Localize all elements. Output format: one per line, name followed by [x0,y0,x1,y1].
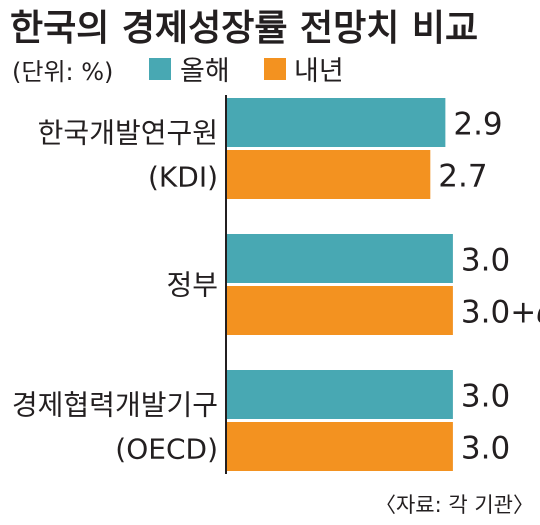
category-sublabel-0: (KDI) [148,161,218,194]
category-label-2: 경제협력개발기구 [12,389,218,422]
legend-swatch-this-year [149,58,171,80]
bar-this-year-1 [227,234,453,283]
source-note: 〈자료: 각 기관〉 [375,493,534,517]
category-label-0: 한국개발연구원 [38,117,218,150]
value-label-this-year-2: 3.0 [461,379,510,415]
legend-swatch-next-year [264,58,286,80]
value-label-this-year-0: 2.9 [453,107,502,143]
chart-title: 한국의 경제성장률 전망치 비교 [10,8,478,49]
bars-layer: 2.9 2.7 한국개발연구원 (KDI) 3.0 3.0+α 정부 3.0 3.0 경제협력개발… [12,98,540,471]
legend-label-next-year: 내년 [294,56,344,87]
bar-next-year-0 [227,150,431,199]
unit-note: (단위: %) [12,58,113,86]
value-label-next-year-1: 3.0+α [461,295,540,331]
category-sublabel-2: (OECD) [115,433,218,466]
bar-next-year-1 [227,286,453,335]
value-label-next-year-2: 3.0 [461,431,510,467]
value-label-this-year-1: 3.0 [461,243,510,279]
legend: 올해 내년 [149,56,344,87]
category-label-1: 정부 [166,269,218,302]
bar-this-year-0 [227,98,446,147]
bar-next-year-2 [227,422,453,471]
legend-label-this-year: 올해 [180,56,230,87]
bar-this-year-2 [227,370,453,419]
value-label-next-year-0: 2.7 [438,159,487,195]
